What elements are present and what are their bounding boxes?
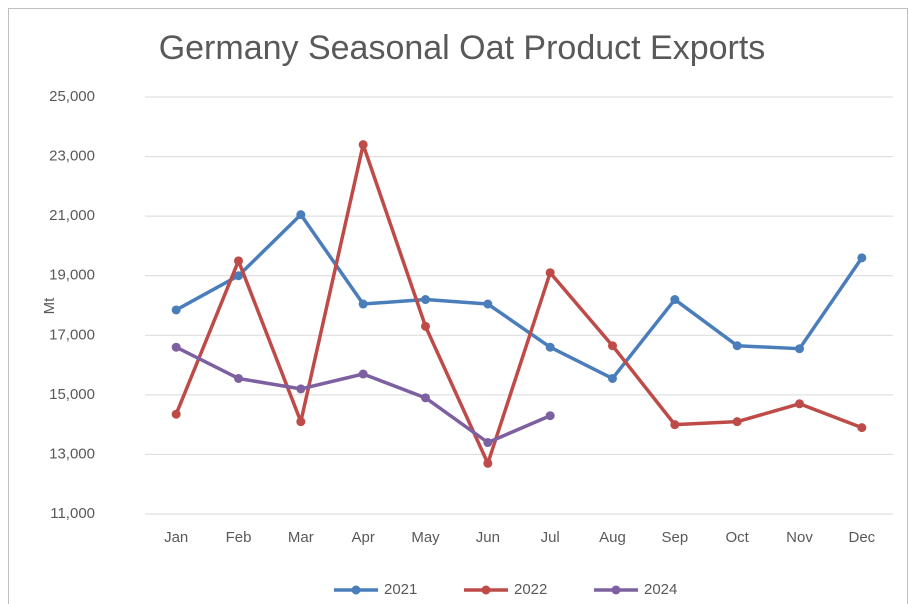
- chart-frame: [8, 8, 908, 604]
- y-tick-label: 25,000: [49, 88, 95, 105]
- data-point: [608, 373, 617, 383]
- data-point: [421, 295, 430, 305]
- x-tick-label: Dec: [848, 529, 875, 546]
- data-point: [483, 438, 493, 448]
- legend-marker: [611, 585, 621, 595]
- y-tick-label: 17,000: [49, 326, 95, 343]
- data-point: [483, 458, 493, 468]
- data-point: [296, 384, 306, 394]
- data-point: [296, 417, 306, 427]
- data-point: [857, 423, 867, 433]
- x-tick-label: Jul: [541, 529, 560, 546]
- legend-label: 2022: [514, 581, 547, 598]
- data-point: [545, 268, 555, 278]
- data-point: [234, 373, 243, 383]
- legend-marker: [481, 585, 491, 595]
- data-point: [732, 341, 742, 351]
- y-tick-label: 11,000: [50, 505, 95, 522]
- chart-title: Germany Seasonal Oat Product Exports: [159, 29, 766, 67]
- series-line: [174, 142, 863, 466]
- y-tick-label: 15,000: [49, 386, 95, 403]
- data-point: [358, 140, 368, 150]
- x-tick-label: Apr: [351, 529, 374, 546]
- y-tick-label: 13,000: [49, 445, 95, 462]
- y-tick-label: 19,000: [49, 267, 95, 284]
- data-point: [732, 417, 742, 427]
- data-point: [545, 411, 555, 421]
- data-point: [670, 420, 680, 430]
- x-tick-label: Nov: [786, 529, 813, 546]
- data-point: [171, 409, 181, 419]
- x-tick-label: Feb: [226, 529, 252, 546]
- series-line: [175, 212, 864, 381]
- data-point: [483, 299, 493, 309]
- x-tick-label: Jun: [476, 529, 500, 546]
- data-point: [421, 393, 430, 403]
- legend-marker: [351, 585, 361, 595]
- legend-label: 2021: [384, 581, 417, 598]
- data-point: [670, 295, 680, 305]
- data-point: [795, 344, 804, 354]
- x-tick-label: Jan: [164, 529, 188, 546]
- x-tick-label: Sep: [661, 529, 688, 546]
- y-tick-label: 21,000: [49, 207, 95, 224]
- data-point: [857, 253, 867, 263]
- legend-label: 2024: [644, 581, 677, 598]
- data-point: [358, 299, 368, 309]
- data-point: [234, 271, 243, 281]
- data-point: [421, 321, 430, 331]
- data-point: [358, 369, 368, 379]
- y-axis-label: Mt: [41, 297, 58, 314]
- data-point: [171, 342, 181, 352]
- x-tick-label: May: [411, 529, 440, 546]
- y-tick-label: 23,000: [49, 148, 95, 165]
- x-tick-label: Aug: [599, 529, 626, 546]
- data-point: [608, 341, 617, 351]
- x-tick-label: Oct: [725, 529, 749, 546]
- x-tick-label: Mar: [288, 529, 314, 546]
- data-point: [545, 342, 555, 352]
- data-point: [234, 256, 243, 266]
- data-point: [795, 399, 804, 409]
- data-point: [171, 305, 181, 315]
- data-point: [296, 210, 306, 220]
